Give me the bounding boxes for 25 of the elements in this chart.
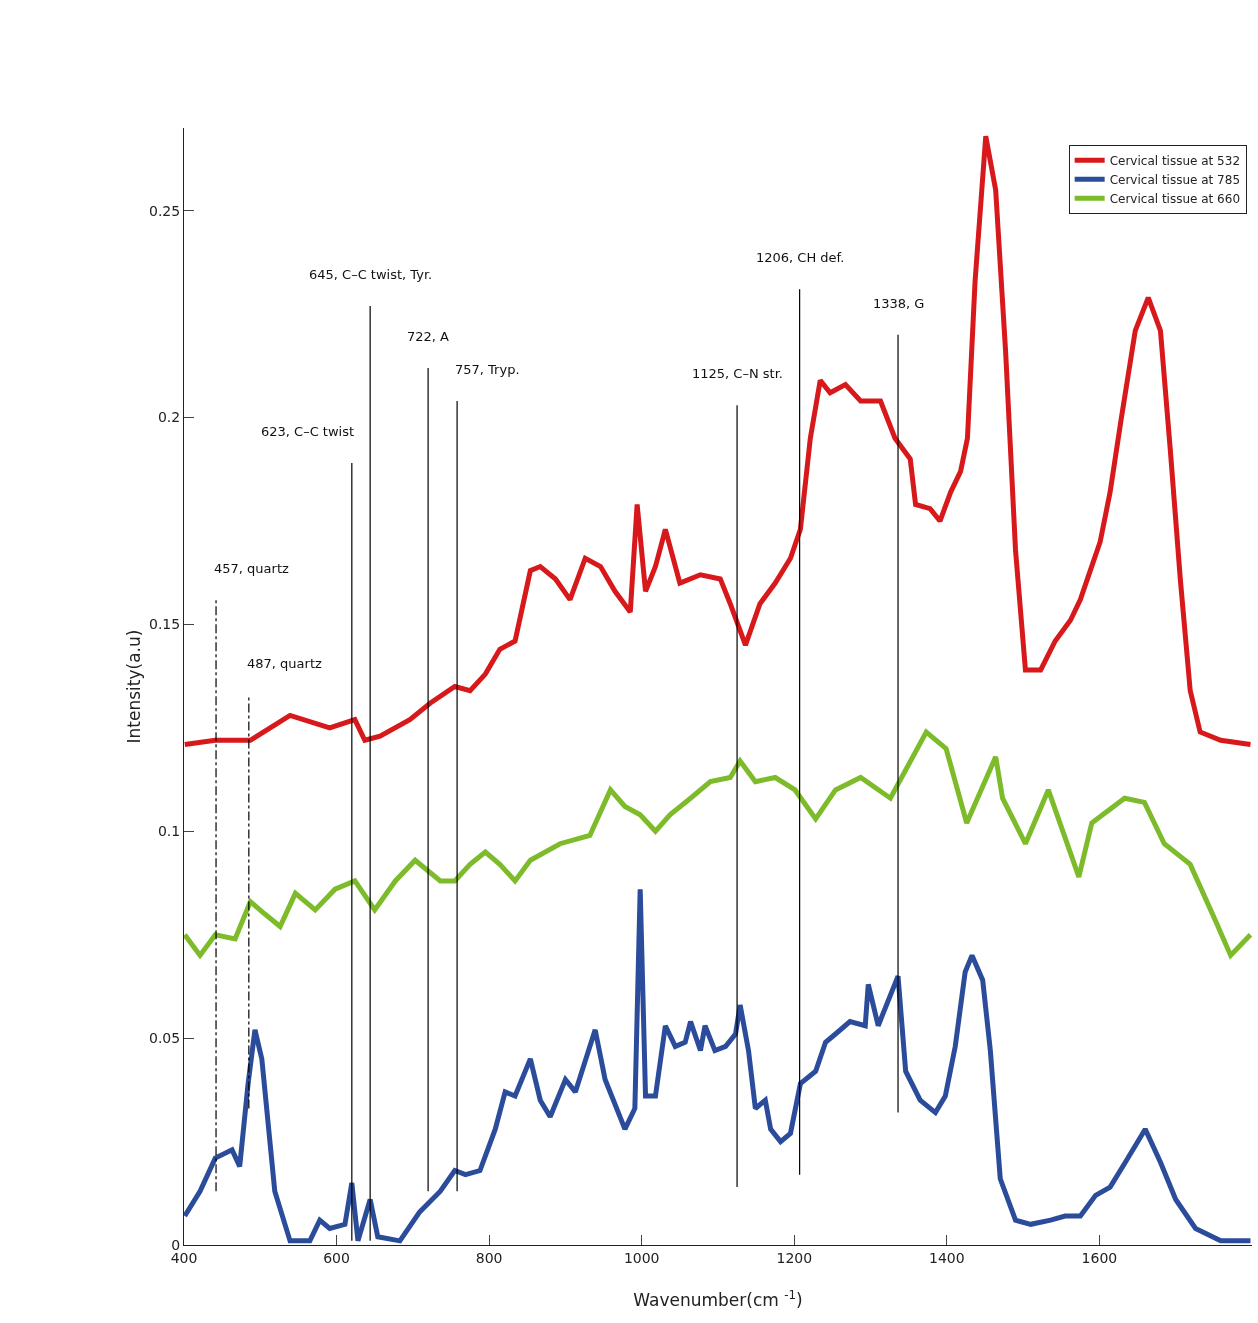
x-tick-label: 1000 (623, 1249, 660, 1266)
legend-label: Cervical tissue at 785 (1109, 172, 1241, 187)
x-tick-label: 600 (323, 1249, 350, 1266)
annotation: 1338, G (873, 296, 925, 311)
annotation: 1125, C–N str. (692, 366, 783, 381)
annotation: 487, quartz (247, 656, 322, 671)
annotation: 1206, CH def. (756, 250, 845, 265)
annotation: 623, C–C twist (261, 424, 355, 439)
y-tick-label: 0.25 (149, 202, 181, 219)
x-tick-label: 800 (475, 1249, 503, 1266)
y-axis-title: Intensity(a.u) (124, 629, 144, 744)
y-tick-label: 0.1 (157, 823, 181, 840)
annotation: 457, quartz (214, 561, 289, 576)
y-tick-label: 0.05 (149, 1030, 181, 1047)
x-tick-label: 1200 (776, 1249, 813, 1266)
x-tick-label: 1400 (929, 1249, 965, 1266)
y-tick-label: 0.15 (149, 616, 181, 633)
annotation: 757, Tryp. (455, 362, 520, 377)
legend-label: Cervical tissue at 660 (1109, 191, 1241, 206)
y-tick-label: 0.2 (157, 409, 181, 426)
annotation: 722, A (407, 329, 450, 344)
x-tick-label: 1600 (1081, 1249, 1118, 1266)
legend-label: Cervical tissue at 532 (1109, 153, 1241, 168)
x-axis-title: Wavenumber(cm $^{-1}$) (633, 1287, 803, 1310)
annotation: 645, C–C twist, Tyr. (309, 267, 433, 282)
